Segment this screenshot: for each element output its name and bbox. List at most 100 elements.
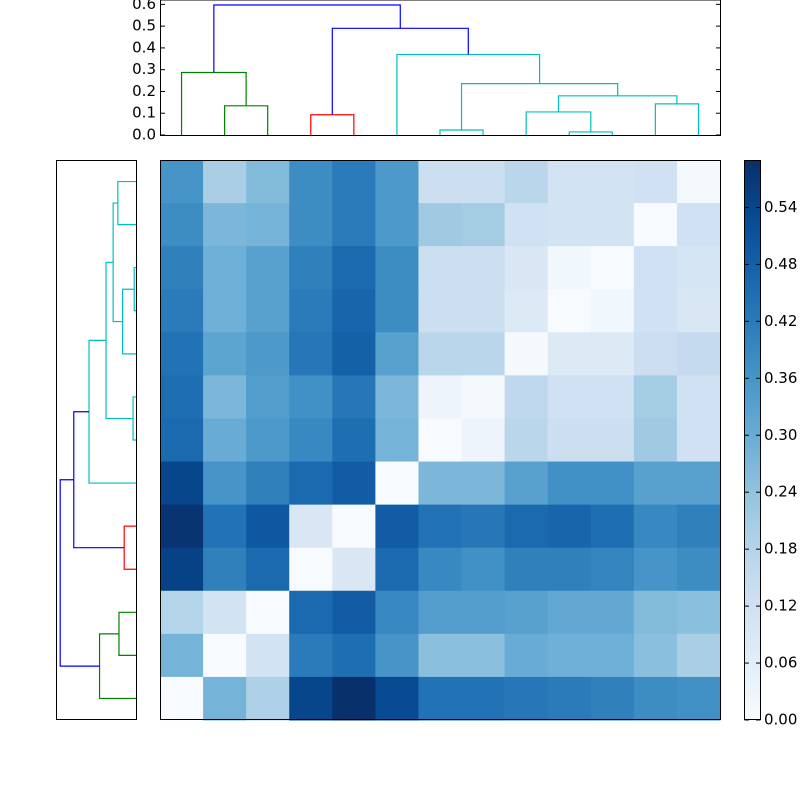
- heatmap-cell: [332, 203, 376, 247]
- heatmap-cell: [418, 246, 463, 290]
- heatmap-cell: [332, 461, 376, 506]
- heatmap-cell: [375, 633, 419, 678]
- heatmap-cell: [289, 547, 333, 592]
- heatmap-cell: [246, 547, 290, 592]
- heatmap-cell: [418, 375, 463, 419]
- heatmap-cell: [633, 246, 678, 290]
- colorbar-tick-label: 0.42: [764, 312, 797, 330]
- heatmap-cell: [590, 160, 635, 204]
- heatmap-cell: [461, 633, 506, 678]
- heatmap-cell: [246, 418, 290, 463]
- heatmap-cell: [461, 418, 506, 463]
- heatmap-cell: [332, 504, 376, 549]
- heatmap-cell: [461, 246, 506, 290]
- colorbar-tick-label: 0.36: [764, 369, 797, 387]
- heatmap-cell: [332, 547, 376, 592]
- heatmap-cell: [504, 547, 549, 592]
- colorbar-tick-label: 0.18: [764, 540, 797, 558]
- colorbar-tick-label: 0.00: [764, 711, 797, 729]
- heatmap-cell: [375, 203, 419, 247]
- heatmap-cell: [375, 289, 419, 333]
- heatmap-cell: [547, 289, 592, 333]
- heatmap-cell: [633, 590, 678, 635]
- top-dendrogram-link: [310, 114, 355, 135]
- heatmap-cell: [203, 246, 247, 290]
- heatmap-cell: [246, 332, 290, 376]
- heatmap-cell: [461, 289, 506, 333]
- heatmap-cell: [633, 418, 678, 463]
- heatmap-cell: [203, 504, 247, 549]
- heatmap-cell: [203, 418, 247, 463]
- heatmap-cell: [633, 633, 678, 678]
- heatmap-cell: [246, 590, 290, 635]
- heatmap-cell: [160, 160, 204, 204]
- heatmap-cell: [160, 676, 204, 721]
- heatmap-cell: [289, 246, 333, 290]
- heatmap-cell: [246, 633, 290, 678]
- heatmap-cell: [246, 289, 290, 333]
- heatmap-cell: [418, 590, 463, 635]
- colorbar-tick-label: 0.24: [764, 483, 797, 501]
- heatmap-cell: [633, 504, 678, 549]
- heatmap-cell: [289, 676, 333, 721]
- heatmap-cell: [547, 375, 592, 419]
- heatmap-cell: [289, 461, 333, 506]
- heatmap-cell: [332, 289, 376, 333]
- colorbar-tick-label: 0.12: [764, 597, 797, 615]
- heatmap-cell: [332, 590, 376, 635]
- heatmap-cell: [375, 547, 419, 592]
- heatmap-cell: [676, 375, 721, 419]
- heatmap-cell: [461, 160, 506, 204]
- y-tick-label: 0.2: [132, 82, 156, 100]
- heatmap-cell: [332, 418, 376, 463]
- left-dendrogram-link: [123, 525, 136, 570]
- heatmap-cell: [547, 461, 592, 506]
- heatmap-cell: [633, 289, 678, 333]
- heatmap-cell: [289, 375, 333, 419]
- heatmap-cell: [160, 418, 204, 463]
- heatmap-cell: [375, 160, 419, 204]
- heatmap-cell: [461, 676, 506, 721]
- top-dendrogram-frame: [160, 0, 721, 136]
- colorbar-tick-label: 0.54: [764, 198, 797, 216]
- heatmap-cell: [547, 590, 592, 635]
- heatmap-cell: [547, 160, 592, 204]
- heatmap-cell: [547, 332, 592, 376]
- heatmap-cell: [547, 418, 592, 463]
- colorbar-tick-label: 0.48: [764, 255, 797, 273]
- heatmap-cell: [289, 332, 333, 376]
- top-dendrogram-link: [180, 71, 247, 135]
- heatmap-cell: [289, 633, 333, 678]
- heatmap-cell: [461, 461, 506, 506]
- heatmap-cell: [676, 289, 721, 333]
- heatmap-cell: [418, 504, 463, 549]
- heatmap-cell: [160, 332, 204, 376]
- heatmap-cell: [203, 332, 247, 376]
- left-dendrogram-frame: [56, 160, 137, 720]
- heatmap-cell: [461, 375, 506, 419]
- heatmap-cell: [504, 289, 549, 333]
- heatmap-cell: [375, 375, 419, 419]
- heatmap-cell: [590, 332, 635, 376]
- heatmap-cell: [289, 418, 333, 463]
- heatmap-cell: [633, 203, 678, 247]
- heatmap-cell: [547, 547, 592, 592]
- heatmap-cell: [676, 418, 721, 463]
- y-tick-label: 0.0: [132, 126, 156, 144]
- left-dendrogram-link: [132, 396, 136, 441]
- heatmap-cell: [246, 203, 290, 247]
- heatmap-cell: [504, 504, 549, 549]
- heatmap-cell: [504, 246, 549, 290]
- heatmap-cell: [633, 332, 678, 376]
- y-tick-label: 0.6: [132, 0, 156, 13]
- heatmap-cell: [375, 590, 419, 635]
- heatmap-cell: [461, 332, 506, 376]
- heatmap-cell: [676, 160, 721, 204]
- left-dendrogram-link: [98, 633, 136, 700]
- heatmap-cell: [590, 461, 635, 506]
- top-dendrogram-link: [396, 53, 541, 135]
- top-dendrogram-link: [331, 27, 469, 115]
- heatmap-cell: [676, 461, 721, 506]
- heatmap-cell: [418, 160, 463, 204]
